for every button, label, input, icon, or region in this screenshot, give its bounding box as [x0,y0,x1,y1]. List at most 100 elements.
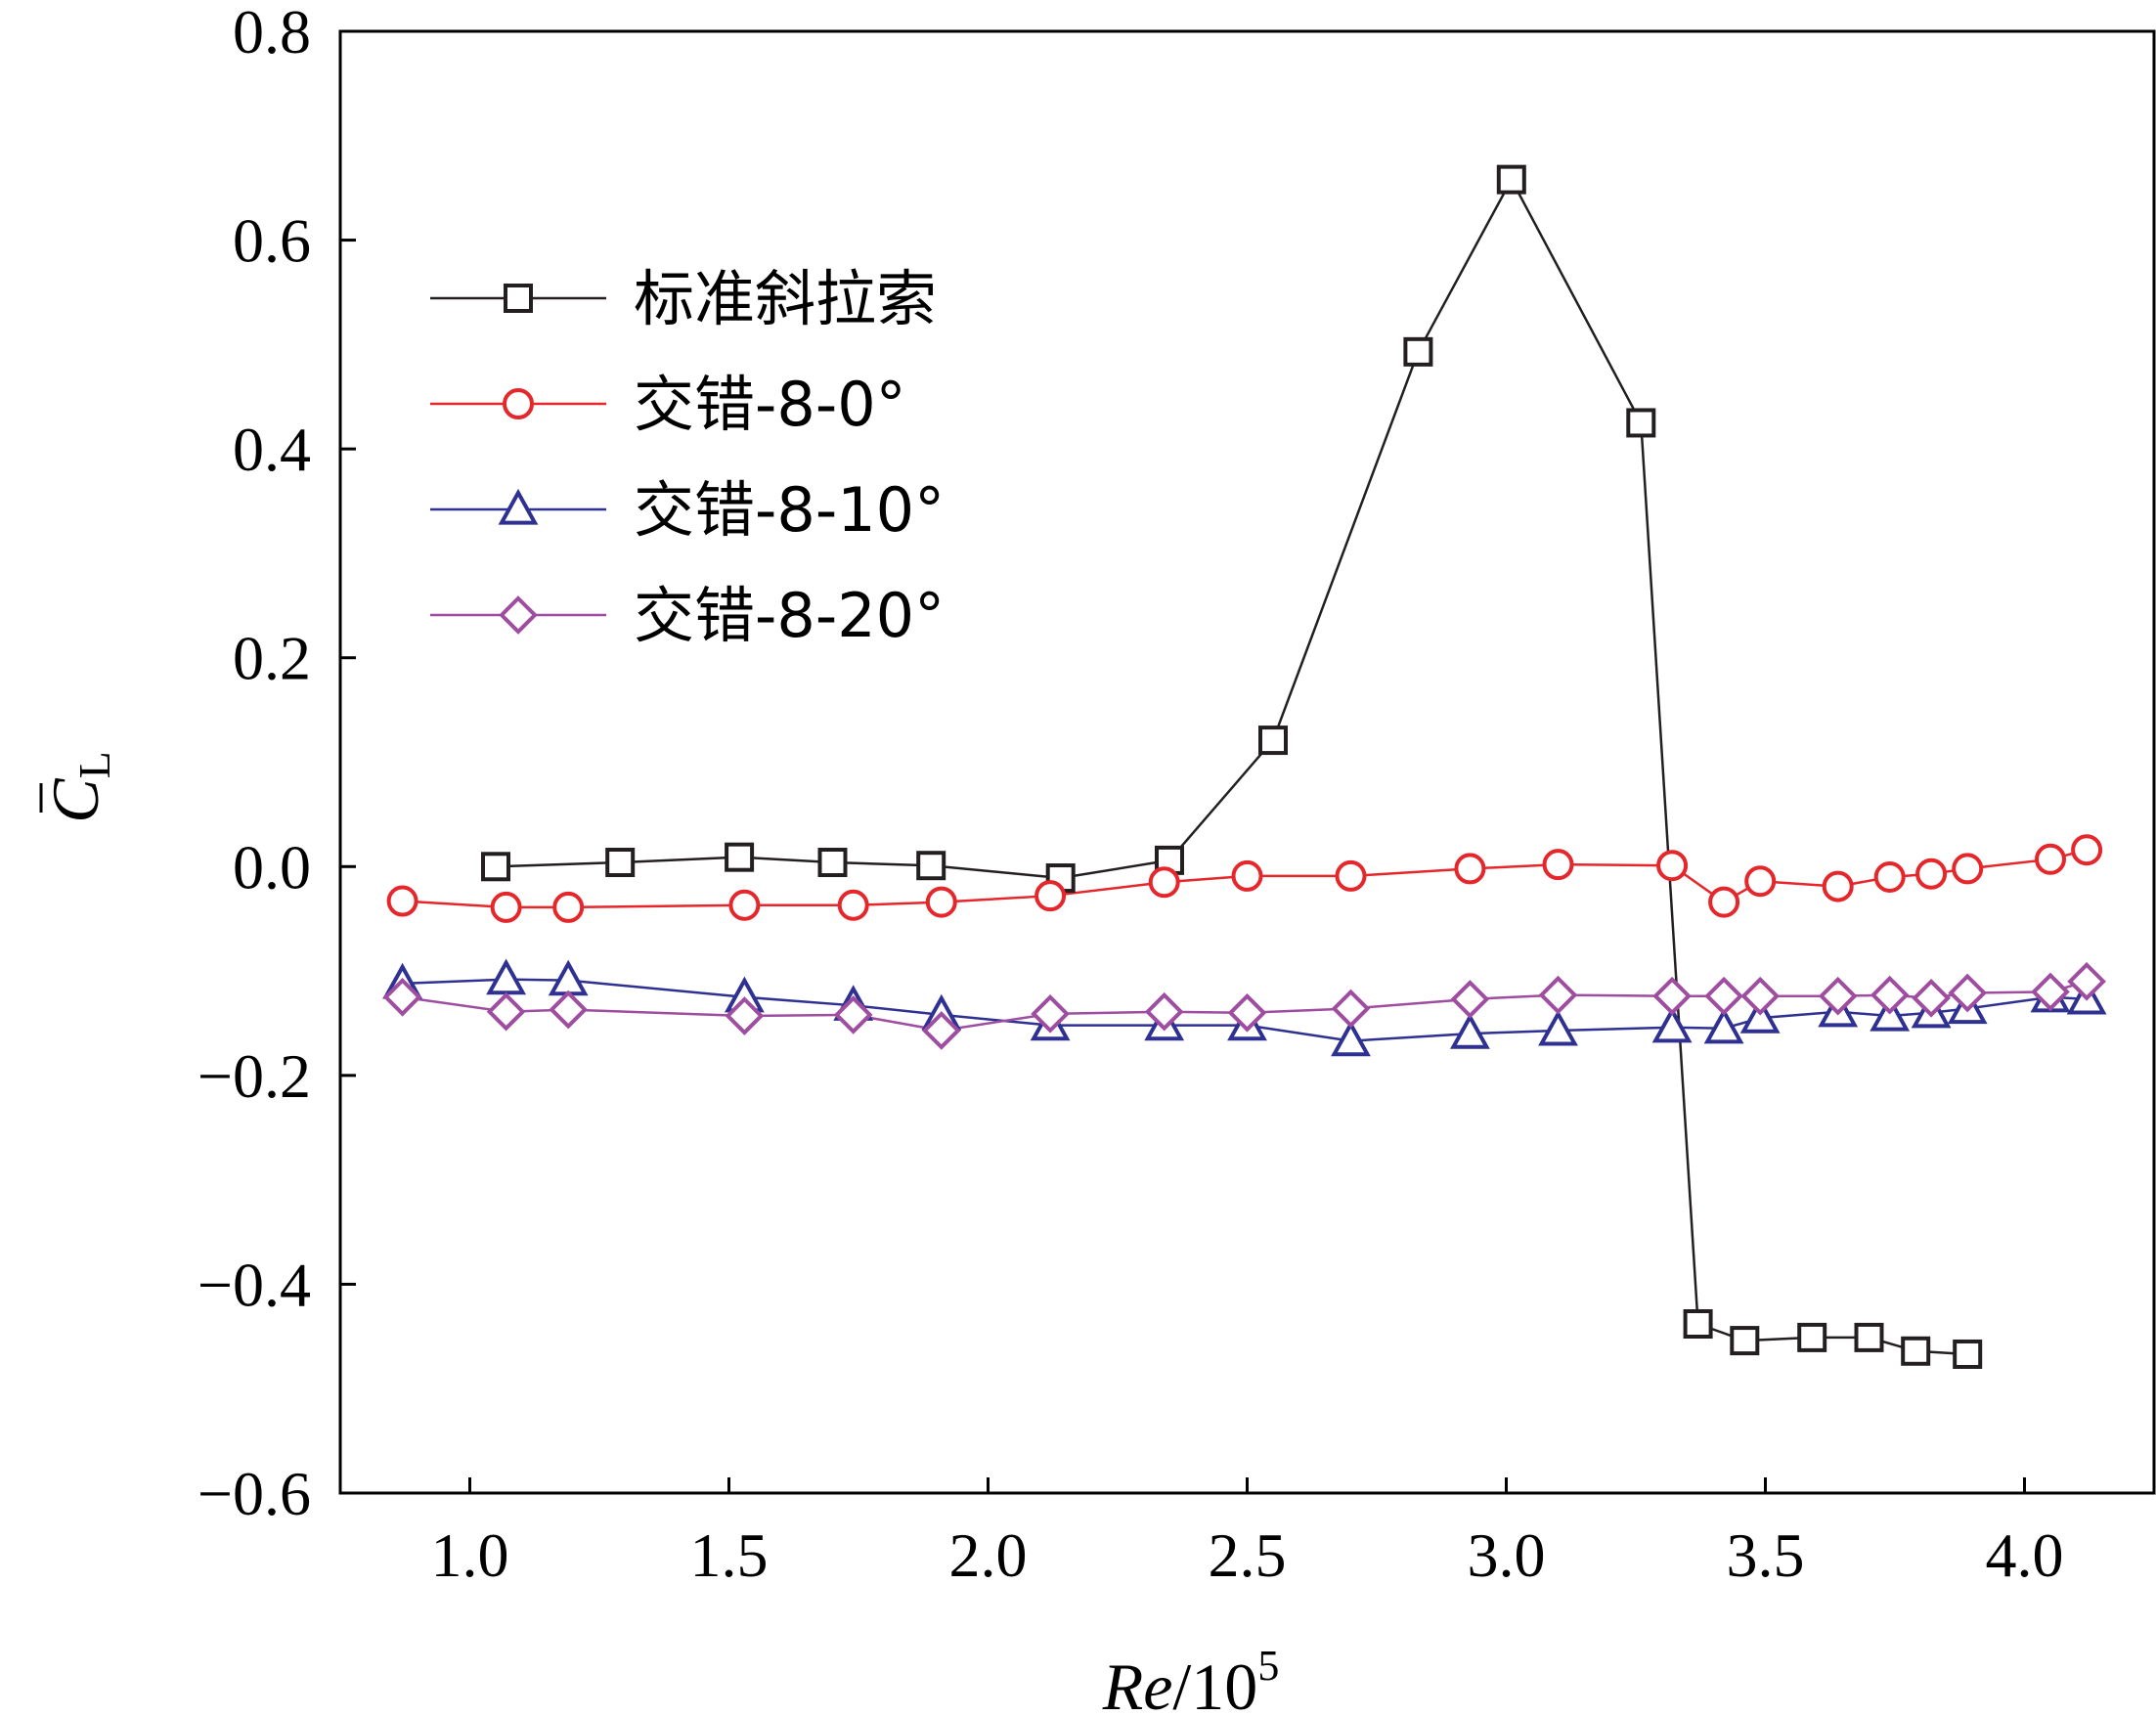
legend-label: 交错-8-20° [634,580,945,651]
data-point-diamond [921,1011,961,1050]
y-tick-label: 0.8 [233,0,311,66]
data-point-square [916,851,946,881]
data-point-square [1258,726,1288,756]
data-point-circle [1034,880,1067,912]
data-point-circle [837,889,869,921]
data-point-circle [552,891,585,923]
y-tick-label: −0.6 [198,1459,311,1528]
data-point-diamond [1450,980,1490,1019]
data-point-diamond [1740,976,1781,1016]
data-point-diamond [1227,992,1267,1033]
data-point-circle [1952,853,1984,885]
x-tick-label: 2.0 [949,1520,1028,1590]
data-point-diamond [382,977,422,1017]
data-point-diamond [1818,976,1858,1016]
data-point-square [1953,1339,1983,1369]
data-point-diamond [725,996,765,1035]
data-point-diamond [486,991,526,1032]
data-point-square [1403,336,1433,367]
data-point-diamond [1031,994,1070,1034]
data-point-circle [386,885,418,917]
data-point-diamond [1652,976,1692,1016]
data-point-diamond [2067,961,2106,1001]
data-point-triangle [1331,1020,1371,1057]
x-tick-label: 1.0 [431,1520,509,1590]
data-point-square [1683,1309,1713,1340]
data-point-circle [1744,865,1777,898]
data-point-square [605,848,636,878]
data-point-diamond [833,995,873,1034]
data-point-square [1854,1322,1884,1352]
data-point-diamond [1912,979,1951,1018]
y-axis-title-sub: L [69,751,119,778]
data-point-circle [1873,860,1906,893]
data-point-circle [1915,858,1948,890]
y-tick-label: −0.4 [198,1250,311,1319]
data-point-square [725,842,755,872]
legend-label: 交错-8-0° [634,369,906,440]
data-point-triangle [1450,1013,1490,1049]
data-point-circle [2071,834,2103,866]
data-point-diamond [1948,973,1988,1013]
data-point-triangle [1703,1007,1744,1044]
legend-marker-triangle [498,488,539,525]
y-tick-label: 0.2 [233,624,311,693]
y-tick-label: −0.2 [198,1041,311,1111]
plot-area [338,29,2156,1495]
data-point-circle [728,889,761,921]
data-point-circle [925,886,957,918]
data-point-square [1797,1322,1827,1352]
x-tick-label: 1.5 [690,1520,769,1590]
data-point-square [1901,1336,1931,1366]
x-tick-label: 3.0 [1468,1520,1546,1590]
data-point-triangle [1651,1006,1693,1043]
data-point-circle [1542,849,1574,881]
x-axis-ticks: 1.0 1.5 2.0 2.5 3.0 3.5 4.0 [431,1477,2064,1590]
data-point-circle [490,891,522,923]
x-axis-title: Re/105 [1102,1642,1280,1716]
y-axis-ticks: −0.6 −0.4 −0.2 0.0 0.2 0.4 0.6 0.8 [198,0,356,1528]
x-axis-title-main: Re [1102,1650,1173,1716]
data-point-diamond [2031,972,2070,1012]
data-point-diamond [1704,976,1743,1016]
x-axis-title-mid: /10 [1172,1650,1257,1716]
svg-text:CL: CL [38,751,119,822]
data-point-circle [1708,886,1740,918]
data-point-diamond [1144,991,1184,1032]
data-point-circle [2035,843,2066,875]
legend-label: 交错-8-10° [634,474,945,546]
x-tick-label: 2.5 [1209,1520,1287,1590]
data-point-diamond [549,990,589,1030]
y-tick-label: 0.6 [233,206,311,276]
data-point-triangle [1739,997,1781,1034]
legend-label: 标准斜拉索 [634,263,937,334]
data-point-circle [1231,859,1263,892]
data-point-square [1730,1326,1760,1356]
data-point-diamond [1331,989,1371,1029]
data-point-square [1626,408,1656,438]
y-tick-label: 0.4 [233,415,311,484]
data-point-diamond [1538,975,1578,1015]
data-point-square [481,852,510,882]
legend-marker-circle [503,388,534,419]
data-point-square [1496,164,1526,195]
data-point-circle [1454,853,1486,885]
data-point-triangle [1538,1009,1578,1046]
data-point-diamond [1870,975,1910,1015]
data-point-square [817,848,848,878]
data-point-circle [1822,870,1854,902]
x-tick-label: 3.5 [1727,1520,1805,1590]
y-axis-title-main: C [38,778,112,823]
data-point-circle [1656,850,1689,882]
legend-marker-diamond [499,595,538,635]
legend-marker-square [504,284,533,313]
y-axis-title: CL [38,751,119,822]
x-tick-label: 4.0 [1986,1520,2064,1590]
series-markers [382,164,2107,1369]
x-axis-title-sup: 5 [1257,1642,1279,1690]
data-point-circle [1148,866,1180,899]
data-point-circle [1335,859,1367,892]
y-tick-label: 0.0 [233,832,311,902]
